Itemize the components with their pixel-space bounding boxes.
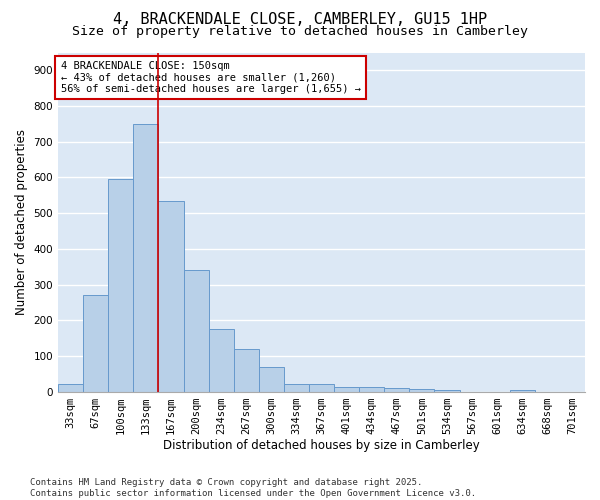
Bar — [334, 388, 359, 392]
Bar — [83, 295, 108, 392]
Bar — [359, 388, 384, 392]
Bar — [510, 390, 535, 392]
Text: 4 BRACKENDALE CLOSE: 150sqm
← 43% of detached houses are smaller (1,260)
56% of : 4 BRACKENDALE CLOSE: 150sqm ← 43% of det… — [61, 61, 361, 94]
X-axis label: Distribution of detached houses by size in Camberley: Distribution of detached houses by size … — [163, 440, 480, 452]
Bar — [133, 124, 158, 392]
Text: Size of property relative to detached houses in Camberley: Size of property relative to detached ho… — [72, 25, 528, 38]
Y-axis label: Number of detached properties: Number of detached properties — [15, 129, 28, 315]
Bar — [158, 200, 184, 392]
Bar — [434, 390, 460, 392]
Bar — [284, 384, 309, 392]
Bar — [108, 179, 133, 392]
Bar — [409, 388, 434, 392]
Bar — [209, 329, 233, 392]
Bar — [309, 384, 334, 392]
Bar — [259, 368, 284, 392]
Bar — [184, 270, 209, 392]
Text: Contains HM Land Registry data © Crown copyright and database right 2025.
Contai: Contains HM Land Registry data © Crown c… — [30, 478, 476, 498]
Bar — [384, 388, 409, 392]
Bar — [58, 384, 83, 392]
Text: 4, BRACKENDALE CLOSE, CAMBERLEY, GU15 1HP: 4, BRACKENDALE CLOSE, CAMBERLEY, GU15 1H… — [113, 12, 487, 28]
Bar — [233, 349, 259, 392]
